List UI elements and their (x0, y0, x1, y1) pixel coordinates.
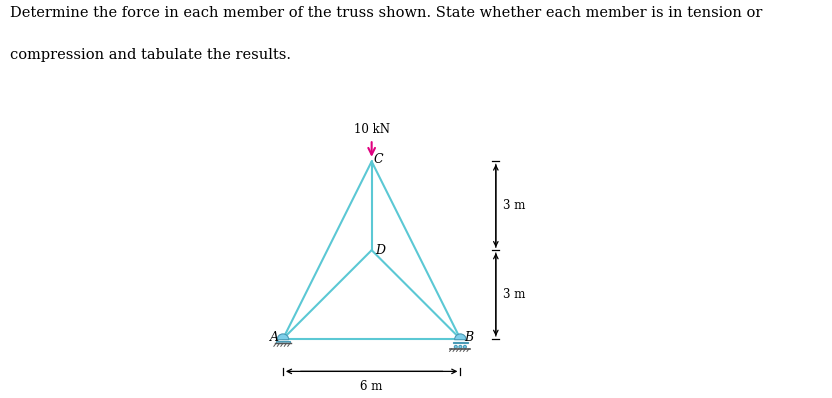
Text: C: C (374, 154, 383, 166)
Bar (453, 341, 468, 343)
Wedge shape (454, 334, 466, 340)
Text: D: D (375, 244, 385, 257)
Bar (275, 341, 290, 343)
Wedge shape (277, 334, 289, 340)
Text: compression and tabulate the results.: compression and tabulate the results. (10, 48, 291, 62)
Circle shape (454, 345, 458, 348)
Text: 10 kN: 10 kN (354, 123, 389, 136)
Text: 3 m: 3 m (503, 288, 526, 301)
Text: 6 m: 6 m (360, 380, 383, 393)
Circle shape (459, 345, 462, 348)
Text: Determine the force in each member of the truss shown. State whether each member: Determine the force in each member of th… (10, 6, 762, 20)
Circle shape (463, 345, 467, 348)
Text: B: B (464, 331, 473, 344)
Text: 3 m: 3 m (503, 199, 526, 212)
Text: A: A (270, 331, 280, 344)
